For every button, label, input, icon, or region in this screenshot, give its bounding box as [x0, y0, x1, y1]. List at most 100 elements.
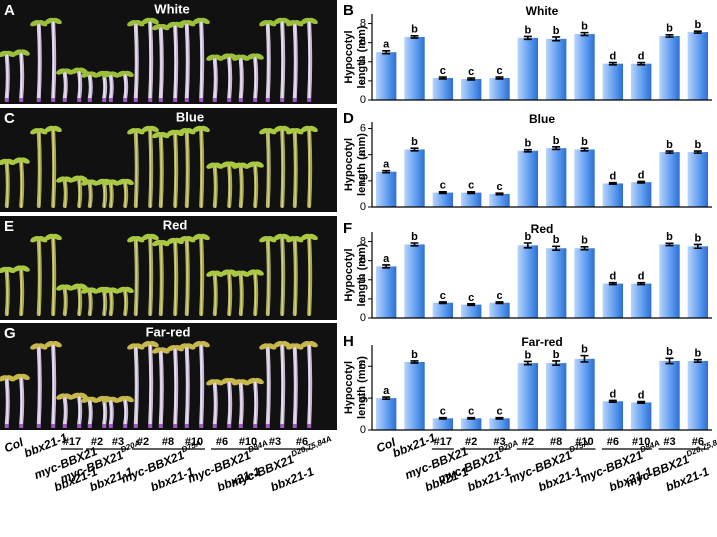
y-tick-label: 8: [360, 17, 366, 29]
axis-line: [371, 122, 712, 208]
axis-line: [371, 345, 712, 431]
cotyledon: [200, 125, 210, 133]
y-tick-label: 8: [360, 235, 366, 247]
cotyledon: [232, 270, 242, 277]
cotyledon: [192, 340, 202, 348]
bar: [460, 418, 482, 430]
cotyledon: [259, 343, 269, 350]
y-tick-label: 0: [360, 312, 366, 324]
seedling-stem: [123, 181, 129, 208]
photo-title: Red: [163, 217, 188, 232]
seedling-stem: [212, 273, 218, 316]
bar: [404, 36, 425, 100]
significance-letter: b: [411, 231, 418, 243]
seedling-stem: [51, 344, 57, 426]
cotyledon: [149, 125, 159, 133]
seedling-stem: [199, 344, 205, 426]
seedling-stem: [199, 128, 205, 208]
significance-letter: c: [496, 406, 502, 418]
cotyledon: [102, 71, 112, 78]
seedling-stem: [123, 399, 129, 426]
significance-letter: b: [694, 348, 701, 360]
cotyledon: [12, 265, 22, 272]
seedling-stem: [77, 395, 83, 426]
seedling-stem: [133, 131, 139, 208]
bar: [602, 401, 624, 430]
bar: [489, 418, 510, 430]
seedling-stem: [4, 53, 10, 100]
y-tick-label: 6: [360, 37, 366, 49]
cotyledon: [116, 286, 126, 294]
y-tick-label: 2: [360, 175, 366, 187]
bar: [659, 244, 680, 318]
cotyledon: [81, 396, 91, 403]
y-axis-label: Hypocotyl: [343, 138, 355, 191]
bar: [659, 152, 680, 207]
seedling-stem: [4, 269, 10, 316]
cotyledon: [127, 236, 137, 243]
seedling-stem: [280, 236, 286, 316]
seedling-stem: [265, 131, 271, 208]
y-tick-label: 6: [360, 360, 366, 372]
cotyledon: [141, 233, 151, 241]
bar: [574, 358, 595, 430]
bar: [602, 63, 624, 100]
seedling-stem: [133, 346, 139, 426]
seedling-stem: [87, 399, 93, 426]
cotyledon: [232, 379, 242, 386]
cotyledon: [220, 53, 230, 60]
seedling-stem: [292, 239, 298, 316]
cotyledon: [44, 17, 54, 25]
error-bar: [552, 360, 561, 366]
cotyledon: [141, 17, 151, 25]
photo-title: Far-red: [146, 324, 191, 339]
significance-letter: b: [581, 344, 588, 356]
line-number: #6: [692, 436, 704, 448]
error-bar: [438, 191, 447, 195]
cotyledon: [20, 373, 30, 381]
bar: [687, 32, 709, 100]
bar: [602, 183, 624, 207]
significance-letter: c: [468, 406, 474, 418]
cotyledon: [116, 70, 126, 78]
cotyledon: [166, 345, 176, 352]
seedling-stem: [108, 290, 114, 316]
cotyledon: [30, 128, 40, 135]
cotyledon: [6, 375, 16, 382]
cotyledon: [102, 179, 112, 186]
cotyledon: [30, 236, 40, 243]
significance-letter: b: [553, 234, 560, 246]
cotyledon: [178, 236, 188, 243]
seedling-stem: [123, 289, 129, 316]
error-bar: [665, 242, 674, 247]
error-bar: [552, 146, 561, 151]
cotyledon: [127, 128, 137, 135]
seedling-stem: [123, 73, 129, 100]
panel-letter: E: [4, 218, 14, 235]
photo-panel: [0, 108, 337, 212]
y-axis-label: Hypocotyl: [343, 361, 355, 414]
seedling-stem: [148, 20, 154, 100]
cotyledon: [300, 340, 310, 348]
bar: [659, 35, 680, 100]
cotyledon: [149, 340, 159, 348]
seedling-stem: [19, 160, 25, 208]
cotyledon: [6, 266, 16, 274]
seedling-stem: [212, 382, 218, 426]
chart-title: White: [526, 4, 559, 18]
bar: [545, 248, 567, 318]
error-bar: [608, 281, 617, 286]
bar: [630, 402, 652, 430]
cotyledon: [6, 50, 16, 58]
error-bar: [467, 191, 476, 195]
significance-letter: d: [609, 171, 616, 183]
error-bar: [495, 416, 504, 420]
seedling-stem: [19, 52, 25, 100]
y-tick-label: 4: [360, 274, 366, 286]
error-bar: [523, 35, 532, 41]
seedling-stem: [253, 56, 259, 100]
seedling-stem: [292, 346, 298, 426]
bar: [602, 283, 624, 318]
bar: [460, 304, 482, 318]
significance-letter: a: [383, 39, 390, 51]
